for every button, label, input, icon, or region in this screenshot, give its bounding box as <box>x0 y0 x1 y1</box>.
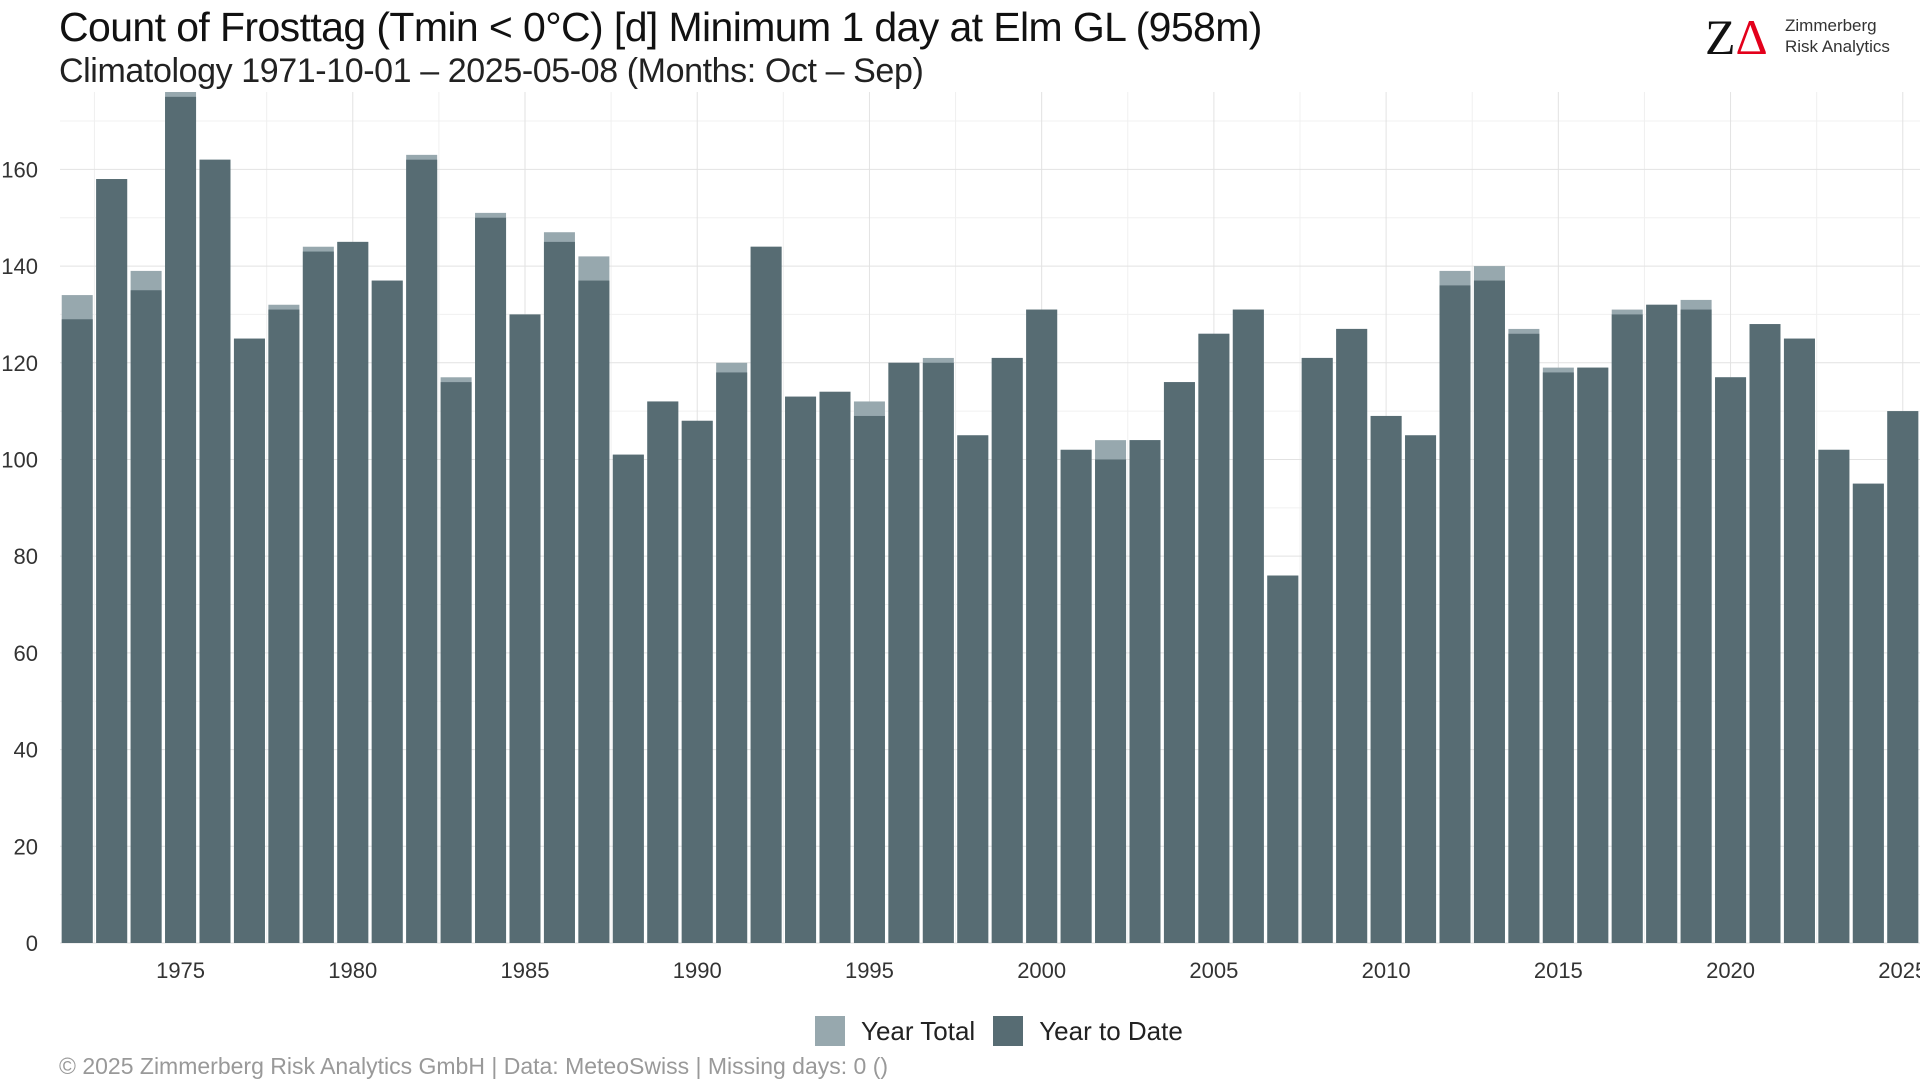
bar-year-to-date-1996 <box>888 362 920 944</box>
logo-mark: ZΔ <box>1705 12 1768 62</box>
x-tick-label: 2010 <box>1362 958 1411 983</box>
y-tick-label: 80 <box>14 544 38 569</box>
x-tick-label: 2015 <box>1534 958 1583 983</box>
bar-year-to-date-1999 <box>991 357 1023 943</box>
bar-year-to-date-1990 <box>681 420 713 944</box>
company-logo: ZΔ Zimmerberg Risk Analytics <box>1705 12 1910 62</box>
bar-year-to-date-1975 <box>165 96 197 944</box>
bar-year-to-date-1993 <box>785 396 817 943</box>
y-tick-label: 60 <box>14 641 38 666</box>
bar-year-to-date-2021 <box>1749 324 1781 943</box>
bar-year-to-date-2014 <box>1508 333 1540 943</box>
bar-year-to-date-1987 <box>578 280 610 943</box>
bar-year-to-date-1995 <box>853 415 885 944</box>
legend-item-year-to-date: Year to Date <box>993 1016 1183 1047</box>
bar-year-to-date-2017 <box>1611 314 1643 944</box>
bar-year-to-date-2024 <box>1852 483 1884 943</box>
bar-year-to-date-1985 <box>509 314 541 944</box>
bar-year-to-date-1981 <box>371 280 403 943</box>
bar-year-to-date-1976 <box>199 159 231 943</box>
bar-year-to-date-1983 <box>440 382 472 943</box>
bar-year-to-date-2000 <box>1026 309 1058 944</box>
bar-year-to-date-1994 <box>819 391 851 944</box>
bar-year-to-date-1978 <box>268 309 300 944</box>
page-subtitle: Climatology 1971-10-01 – 2025-05-08 (Mon… <box>59 52 924 90</box>
bar-year-to-date-1977 <box>233 338 265 944</box>
x-tick-label: 1995 <box>845 958 894 983</box>
bar-year-to-date-1972 <box>61 319 93 943</box>
logo-z-letter: Z <box>1705 9 1736 65</box>
bar-year-to-date-2011 <box>1405 435 1437 943</box>
bar-year-to-date-1979 <box>302 251 334 943</box>
bar-year-to-date-1973 <box>96 179 128 944</box>
y-tick-label: 140 <box>1 254 38 279</box>
bar-year-to-date-2015 <box>1542 372 1574 943</box>
chart-bars <box>61 92 1919 944</box>
logo-delta-letter: Δ <box>1735 9 1768 65</box>
logo-text: Zimmerberg Risk Analytics <box>1785 15 1890 57</box>
x-tick-label: 2000 <box>1017 958 1066 983</box>
bar-year-to-date-2020 <box>1715 377 1747 943</box>
bar-year-to-date-2019 <box>1680 309 1712 944</box>
bar-year-to-date-1992 <box>750 246 782 943</box>
y-tick-label: 40 <box>14 738 38 763</box>
page-title: Count of Frosttag (Tmin < 0°C) [d] Minim… <box>59 4 1262 50</box>
x-tick-label: 2025 <box>1878 958 1920 983</box>
y-tick-label: 20 <box>14 834 38 859</box>
y-tick-label: 160 <box>1 157 38 182</box>
x-tick-label: 1975 <box>156 958 205 983</box>
bar-year-to-date-2016 <box>1577 367 1609 944</box>
footer-credits: © 2025 Zimmerberg Risk Analytics GmbH | … <box>59 1053 889 1079</box>
bar-year-to-date-1986 <box>543 241 575 944</box>
bar-year-to-date-1991 <box>716 372 748 943</box>
y-tick-label: 100 <box>1 447 38 472</box>
bar-year-to-date-1997 <box>922 362 954 944</box>
bar-year-to-date-2010 <box>1370 415 1402 944</box>
bar-year-to-date-2012 <box>1439 285 1471 944</box>
bar-year-to-date-2004 <box>1163 382 1195 943</box>
bar-year-to-date-2013 <box>1473 280 1505 943</box>
x-tick-label: 1985 <box>501 958 550 983</box>
bar-year-to-date-1974 <box>130 290 162 943</box>
bar-year-to-date-1984 <box>475 217 507 943</box>
bar-year-to-date-2003 <box>1129 440 1161 943</box>
bar-year-to-date-1982 <box>406 159 438 943</box>
legend-swatch-year-to-date <box>993 1016 1024 1046</box>
bar-year-to-date-2009 <box>1336 328 1368 943</box>
legend-item-year-total: Year Total <box>815 1016 975 1047</box>
chart-legend: Year Total Year to Date <box>815 1015 1201 1047</box>
bar-year-to-date-1980 <box>337 241 369 944</box>
y-tick-label: 120 <box>1 351 38 376</box>
bar-year-to-date-2018 <box>1646 304 1678 943</box>
bar-year-to-date-1998 <box>957 435 989 943</box>
x-tick-label: 1980 <box>328 958 377 983</box>
bar-year-to-date-2006 <box>1232 309 1264 944</box>
y-axis-ticks: 0 20 40 60 80 100 120 140 160 <box>1 157 38 956</box>
logo-line-2: Risk Analytics <box>1785 37 1890 56</box>
bar-year-to-date-2005 <box>1198 333 1230 943</box>
logo-line-1: Zimmerberg <box>1785 16 1877 35</box>
bar-year-to-date-1988 <box>612 454 644 943</box>
bar-year-to-date-2002 <box>1095 459 1127 943</box>
legend-swatch-year-total <box>815 1016 845 1046</box>
bar-year-to-date-2023 <box>1818 449 1850 943</box>
y-tick-label: 0 <box>26 931 38 956</box>
bar-year-to-date-2008 <box>1301 357 1333 943</box>
x-tick-label: 2005 <box>1189 958 1238 983</box>
legend-label-year-to-date: Year to Date <box>1039 1015 1183 1046</box>
bar-year-to-date-2025 <box>1887 411 1919 943</box>
bar-year-to-date-1989 <box>647 401 679 943</box>
bar-year-to-date-2001 <box>1060 449 1092 943</box>
x-tick-label: 1990 <box>673 958 722 983</box>
legend-label-year-total: Year Total <box>861 1015 976 1046</box>
bar-year-to-date-2022 <box>1783 338 1815 944</box>
x-tick-label: 2020 <box>1706 958 1755 983</box>
bar-year-to-date-2007 <box>1267 575 1299 943</box>
x-axis-ticks: 1975 1980 1985 1990 1995 2000 2005 2010 2015 2020… <box>156 958 1920 983</box>
